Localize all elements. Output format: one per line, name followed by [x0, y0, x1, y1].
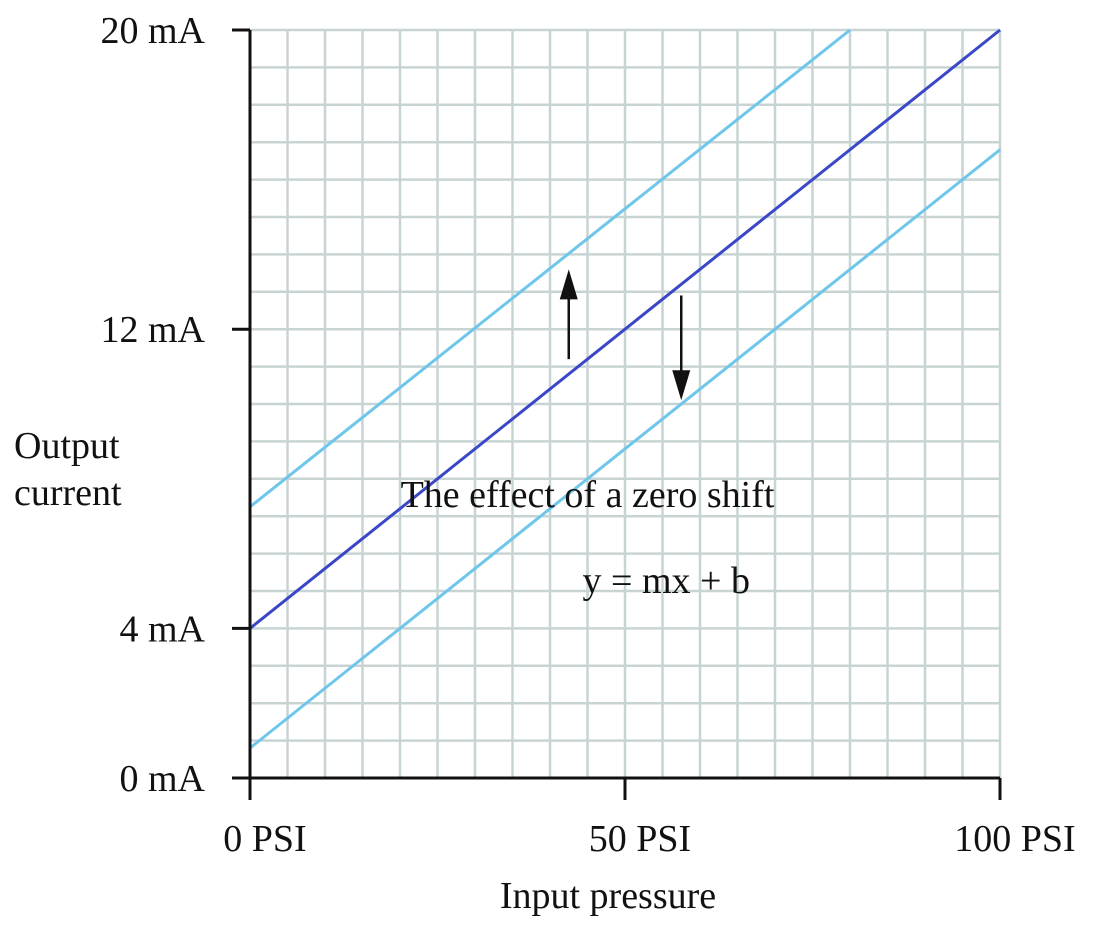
grid	[250, 28, 1002, 778]
x-axis-label: Input pressure	[500, 875, 716, 917]
arrow-head	[672, 370, 691, 401]
annotations: The effect of a zero shift y = mx + b	[401, 474, 775, 602]
y-axis-label-line-1: Output	[14, 425, 120, 467]
arrow-head	[559, 269, 578, 300]
y-tick-label: 4 mA	[120, 608, 206, 650]
y-axis-label-line-2: current	[14, 472, 122, 514]
y-tick-label: 0 mA	[120, 758, 206, 800]
axis-ticks: 0 mA 4 mA 12 mA 20 mA 0 PSI 50 PSI 100 PSI	[101, 10, 1076, 860]
series-line-original	[249, 28, 1001, 630]
x-tick-label: 0 PSI	[223, 818, 306, 860]
annotation-text: y = mx + b	[583, 560, 750, 602]
y-tick-label: 20 mA	[101, 10, 206, 52]
series-line-shifted-down	[249, 148, 1001, 750]
y-tick-label: 12 mA	[101, 309, 206, 351]
series-lines	[249, 28, 1001, 750]
x-tick-label: 50 PSI	[589, 818, 691, 860]
arrow-up	[559, 269, 578, 360]
shift-arrows	[559, 269, 691, 401]
arrow-down	[672, 295, 691, 401]
axes	[232, 30, 1000, 800]
series-line-shifted-up	[249, 28, 851, 509]
x-tick-label: 100 PSI	[954, 818, 1075, 860]
annotation-text: The effect of a zero shift	[401, 474, 775, 516]
